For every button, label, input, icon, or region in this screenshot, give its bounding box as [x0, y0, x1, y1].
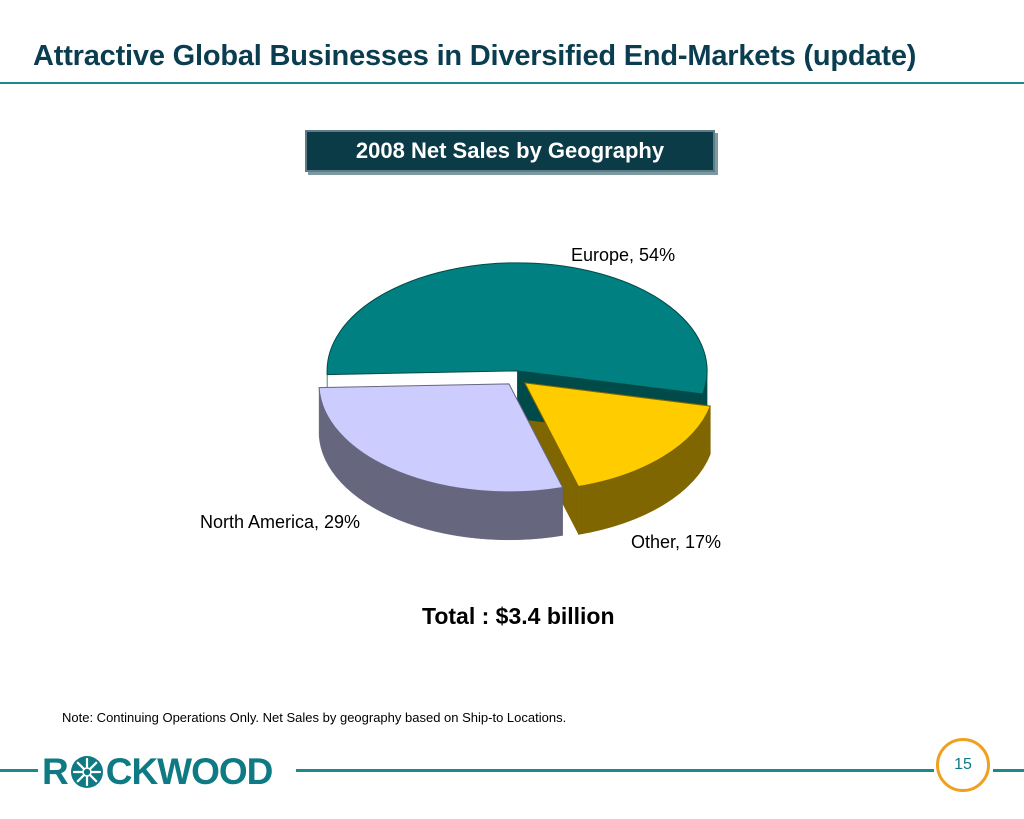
pie-slice-europe	[326, 262, 708, 395]
footer-rule-middle	[296, 769, 934, 772]
pie-tops	[318, 262, 712, 493]
slice-label-europe: Europe, 54%	[571, 245, 676, 265]
footer-rule-right	[993, 769, 1024, 772]
slice-label-other: Other, 17%	[631, 532, 722, 552]
total-net-sales: Total : $3.4 billion	[422, 603, 615, 629]
footnote: Note: Continuing Operations Only. Net Sa…	[62, 710, 567, 725]
slice-label-north-america: North America, 29%	[200, 512, 361, 532]
star-burst-icon	[70, 756, 103, 788]
pie-slice-north-america	[318, 383, 564, 493]
logo-text-right: CKWOOD	[105, 751, 274, 792]
pie-slice-other	[523, 382, 712, 488]
slide-title: Attractive Global Businesses in Diversif…	[33, 40, 917, 72]
title-divider	[0, 82, 1024, 84]
rockwood-logo: R CKWOOD	[42, 748, 274, 796]
footer-rule-left	[0, 769, 38, 772]
chart-heading: 2008 Net Sales by Geography	[305, 130, 715, 172]
logo-text-left: R	[42, 751, 69, 792]
page-number: 15	[936, 738, 990, 792]
